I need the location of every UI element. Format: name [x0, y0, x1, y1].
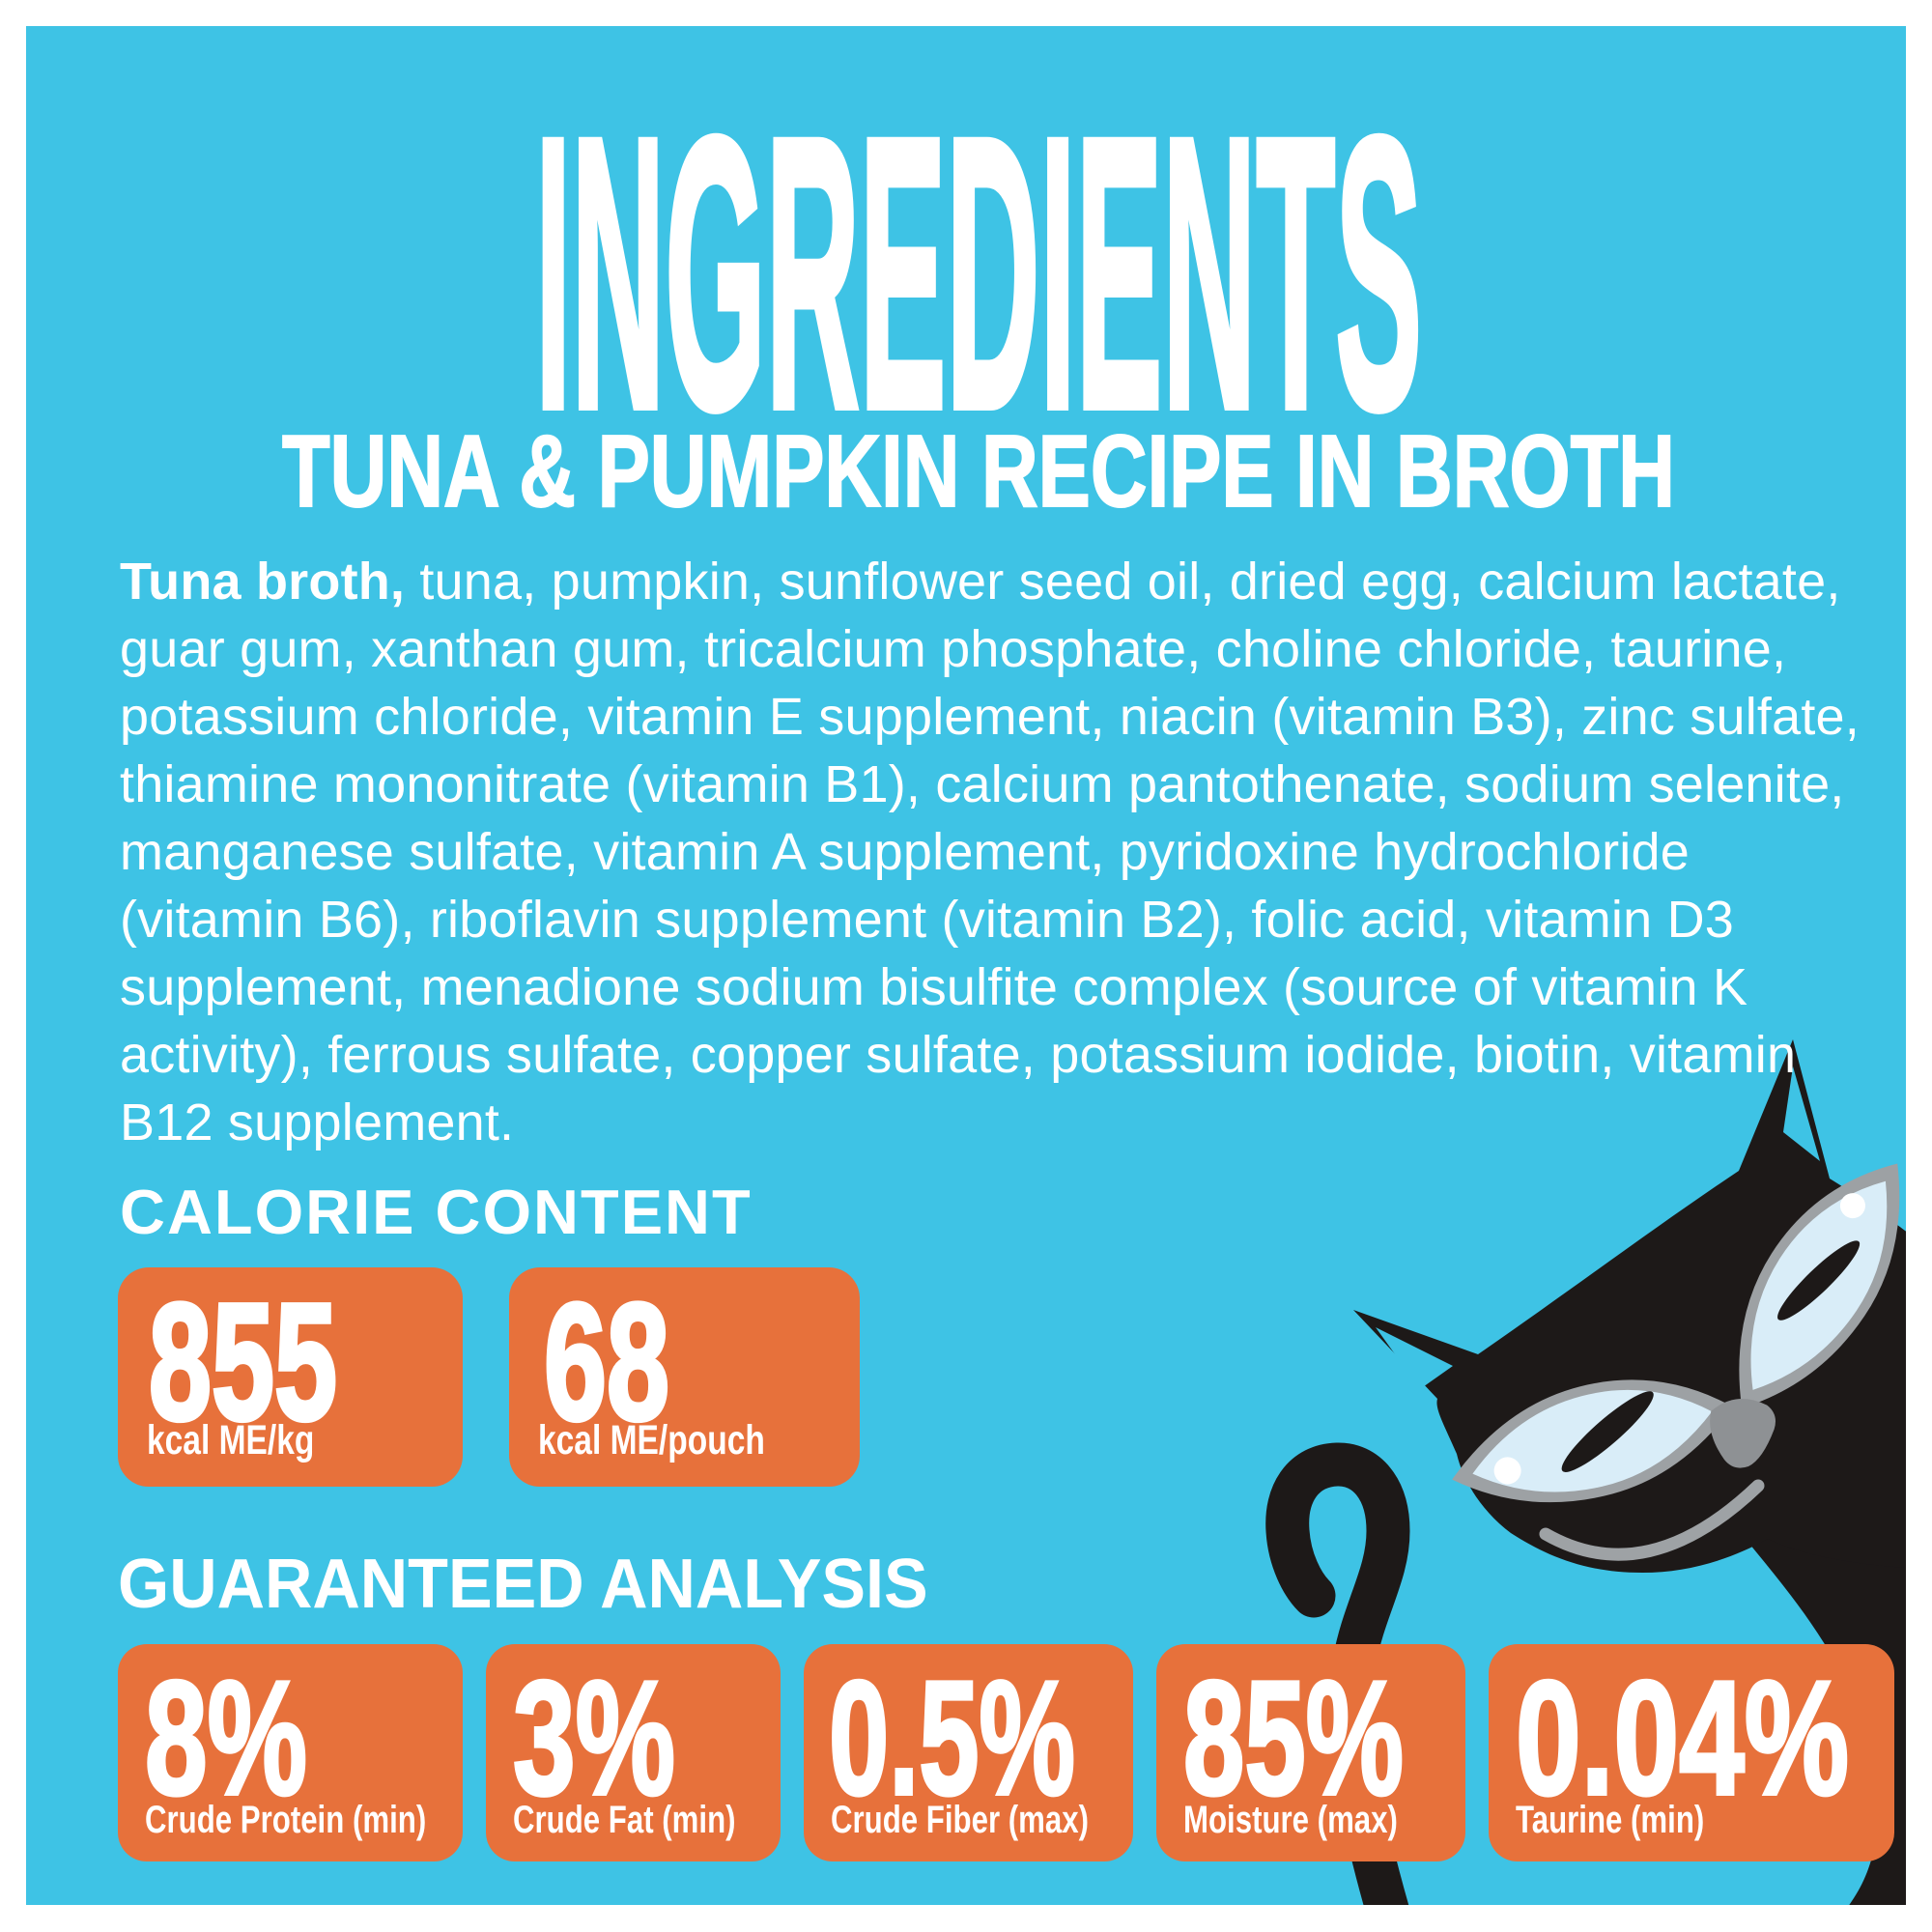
- left-ear-notch: [1376, 1327, 1453, 1389]
- cat-body: [1719, 1507, 1906, 1905]
- page-title: INGREDIENTS: [535, 57, 1422, 489]
- analysis-box-crude-fiber: 0.5% Crude Fiber (max): [804, 1644, 1133, 1861]
- right-pupil: [1777, 1240, 1861, 1321]
- ingredients-paragraph: Tuna broth, tuna, pumpkin, sunflower see…: [120, 548, 1870, 1156]
- crude-fiber-value: 0.5%: [829, 1647, 1075, 1829]
- crude-fat-value: 3%: [513, 1647, 675, 1829]
- crude-fiber-label: Crude Fiber (max): [831, 1799, 1089, 1841]
- calorie-content-heading: CALORIE CONTENT: [120, 1177, 753, 1247]
- analysis-box-moisture: 85% Moisture (max): [1156, 1644, 1465, 1861]
- calorie-stat-box-pouch: 68 kcal ME/pouch: [509, 1267, 860, 1487]
- crude-fat-label: Crude Fat (min): [513, 1799, 736, 1841]
- ingredients-list: tuna, pumpkin, sunflower seed oil, dried…: [120, 553, 1860, 1151]
- crude-protein-label: Crude Protein (min): [145, 1799, 427, 1841]
- crude-protein-value: 8%: [145, 1647, 307, 1829]
- moisture-label: Moisture (max): [1183, 1799, 1398, 1841]
- cat-smile: [1539, 1479, 1765, 1561]
- moisture-value: 85%: [1183, 1647, 1404, 1829]
- cat-left-eye: [1452, 1379, 1733, 1503]
- cat-nose: [1710, 1399, 1776, 1468]
- taurine-value: 0.04%: [1516, 1647, 1849, 1829]
- taurine-label: Taurine (min): [1516, 1799, 1705, 1841]
- calorie-stat-box-kg: 855 kcal ME/kg: [118, 1267, 463, 1487]
- analysis-box-taurine: 0.04% Taurine (min): [1489, 1644, 1894, 1861]
- calorie-unit-kg: kcal ME/kg: [147, 1417, 315, 1463]
- left-pupil: [1561, 1391, 1654, 1472]
- subtitle-block: TUNA & PUMPKIN RECIPE IN BROTH: [281, 413, 1676, 529]
- calorie-unit-pouch: kcal ME/pouch: [538, 1417, 765, 1463]
- title-block: INGREDIENTS: [531, 53, 1426, 493]
- black-cat-illustration: [1265, 1039, 1906, 1905]
- analysis-box-crude-protein: 8% Crude Protein (min): [118, 1644, 463, 1861]
- left-eye-highlight: [1493, 1457, 1521, 1485]
- calorie-value-pouch: 68: [544, 1269, 669, 1455]
- cat-right-eye: [1739, 1163, 1900, 1408]
- label-panel: INGREDIENTS TUNA & PUMPKIN RECIPE IN BRO…: [26, 26, 1906, 1905]
- ingredients-lead: Tuna broth,: [120, 553, 406, 611]
- right-eye-highlight: [1839, 1193, 1865, 1219]
- calorie-value-kg: 855: [149, 1269, 337, 1455]
- right-ear-notch: [1783, 1066, 1820, 1161]
- guaranteed-analysis-heading: GUARANTEED ANALYSIS: [118, 1546, 928, 1623]
- recipe-subtitle: TUNA & PUMPKIN RECIPE IN BROTH: [282, 414, 1675, 528]
- analysis-box-crude-fat: 3% Crude Fat (min): [486, 1644, 781, 1861]
